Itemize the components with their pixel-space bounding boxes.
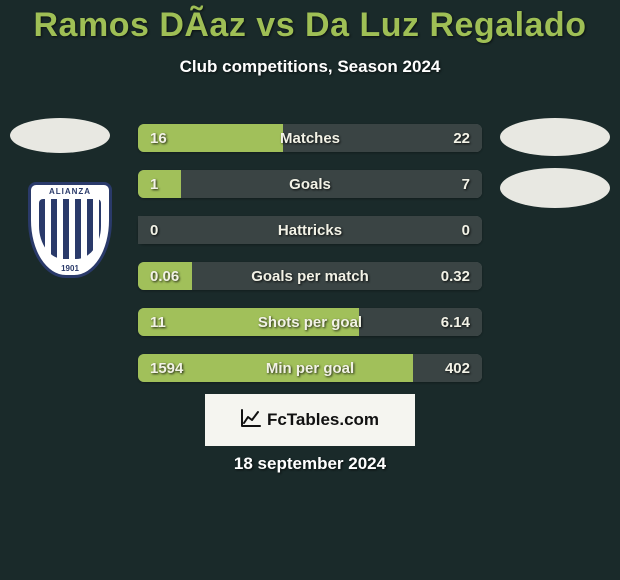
branding-box: FcTables.com (205, 394, 415, 446)
stat-metric-label: Hattricks (138, 222, 482, 239)
stat-metric-label: Min per goal (138, 360, 482, 377)
club-badge-stripes (39, 199, 101, 259)
player-right-club-badge (500, 168, 610, 208)
stat-metric-label: Shots per goal (138, 314, 482, 331)
stat-metric-label: Matches (138, 130, 482, 147)
stat-row: 1594Min per goal402 (138, 354, 482, 382)
stat-value-right: 6.14 (441, 314, 470, 331)
comparison-infographic: Ramos DÃ­az vs Da Luz Regalado Club comp… (0, 0, 620, 580)
page-title: Ramos DÃ­az vs Da Luz Regalado (0, 0, 620, 45)
stat-metric-label: Goals per match (138, 268, 482, 285)
stat-value-right: 402 (445, 360, 470, 377)
player-right-avatar (500, 118, 610, 156)
stat-value-right: 7 (462, 176, 470, 193)
stat-row: 11Shots per goal6.14 (138, 308, 482, 336)
stat-value-right: 0.32 (441, 268, 470, 285)
stat-value-right: 0 (462, 222, 470, 239)
stat-row: 1Goals7 (138, 170, 482, 198)
branding-text: FcTables.com (267, 410, 379, 430)
player-left-club-badge: ALIANZA 1901 (20, 180, 120, 280)
stat-row: 0Hattricks0 (138, 216, 482, 244)
subtitle: Club competitions, Season 2024 (0, 57, 620, 77)
comparison-rows: 16Matches22 1Goals7 0Hattricks0 0.06Goals p… (138, 124, 482, 400)
club-badge-bottom-text: 1901 (61, 264, 79, 273)
date-text: 18 september 2024 (0, 454, 620, 474)
club-badge-shield: ALIANZA 1901 (28, 182, 112, 278)
stat-metric-label: Goals (138, 176, 482, 193)
chart-icon (241, 409, 261, 432)
stat-row: 16Matches22 (138, 124, 482, 152)
stat-row: 0.06Goals per match0.32 (138, 262, 482, 290)
club-badge-top-text: ALIANZA (49, 187, 91, 196)
player-left-avatar (10, 118, 110, 153)
stat-value-right: 22 (453, 130, 470, 147)
